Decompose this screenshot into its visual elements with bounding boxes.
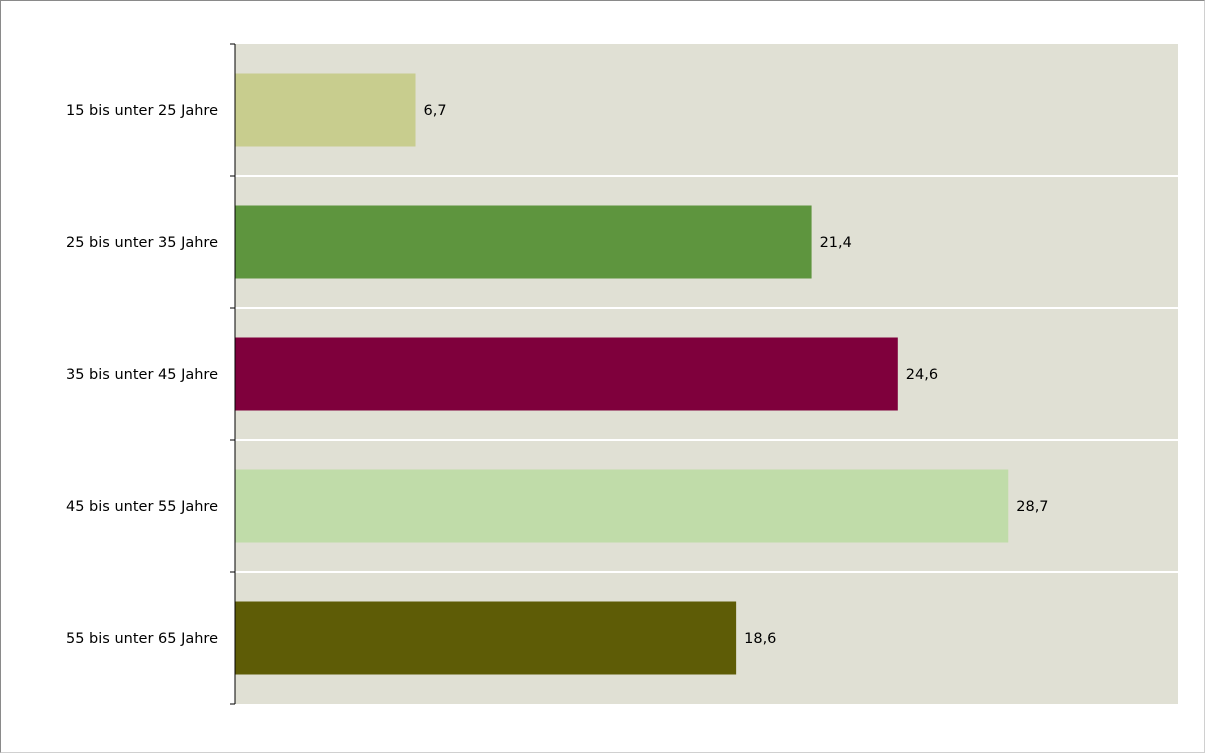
category-tick-label: 15 bis unter 25 Jahre [66,103,218,119]
bar [235,337,898,411]
bar [235,205,812,279]
data-label: 21,4 [820,235,852,251]
data-label: 18,6 [744,631,776,647]
bar [235,469,1009,543]
data-label: 6,7 [424,103,447,119]
bar [235,73,416,147]
category-tick-label: 55 bis unter 65 Jahre [66,631,218,647]
data-label: 28,7 [1016,499,1048,515]
plot-area: 6,7 15 bis unter 25 Jahre 21,4 25 bis unter… [66,43,1178,705]
bar [235,601,737,675]
category-tick-label: 45 bis unter 55 Jahre [66,499,218,515]
data-label: 24,6 [906,367,938,383]
category-tick-label: 25 bis unter 35 Jahre [66,235,218,251]
category-tick-label: 35 bis unter 45 Jahre [66,367,218,383]
